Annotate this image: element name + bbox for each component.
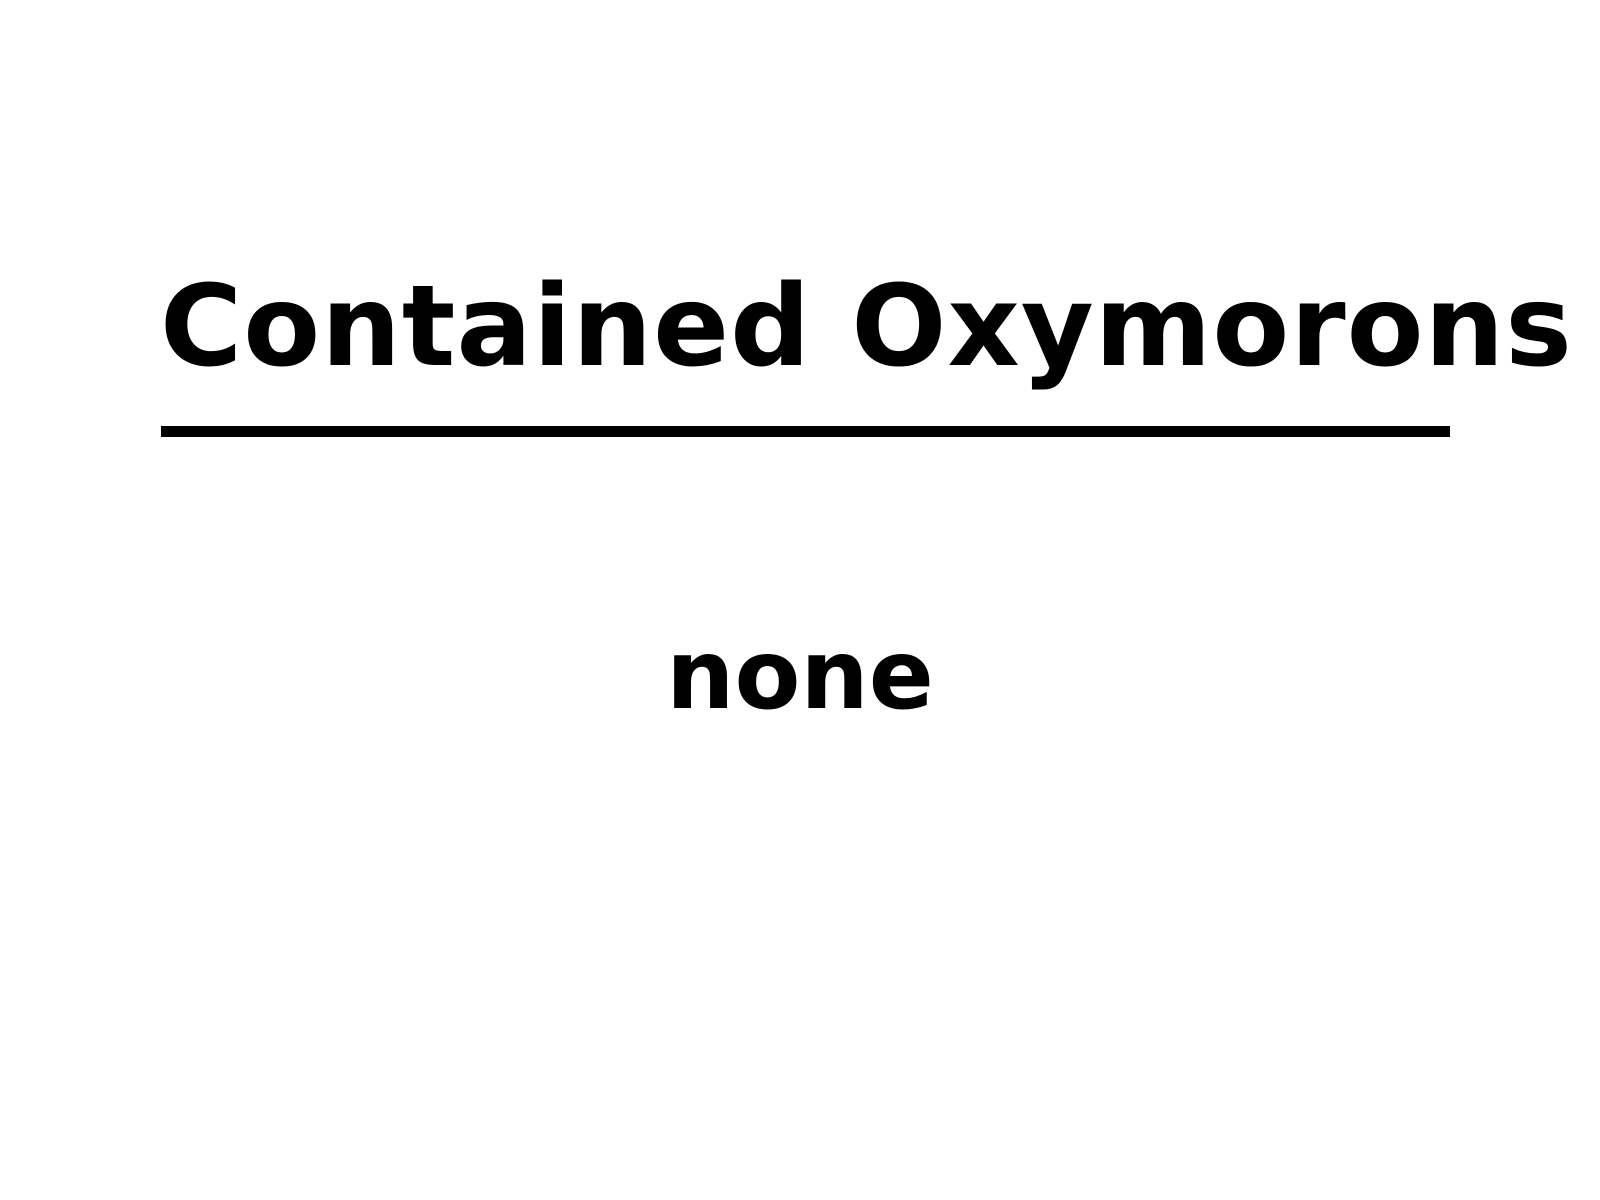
slide-body-text: none: [666, 619, 934, 731]
slide-title: Contained Oxymorons: [160, 262, 1573, 392]
title-underline-divider: [161, 426, 1450, 437]
